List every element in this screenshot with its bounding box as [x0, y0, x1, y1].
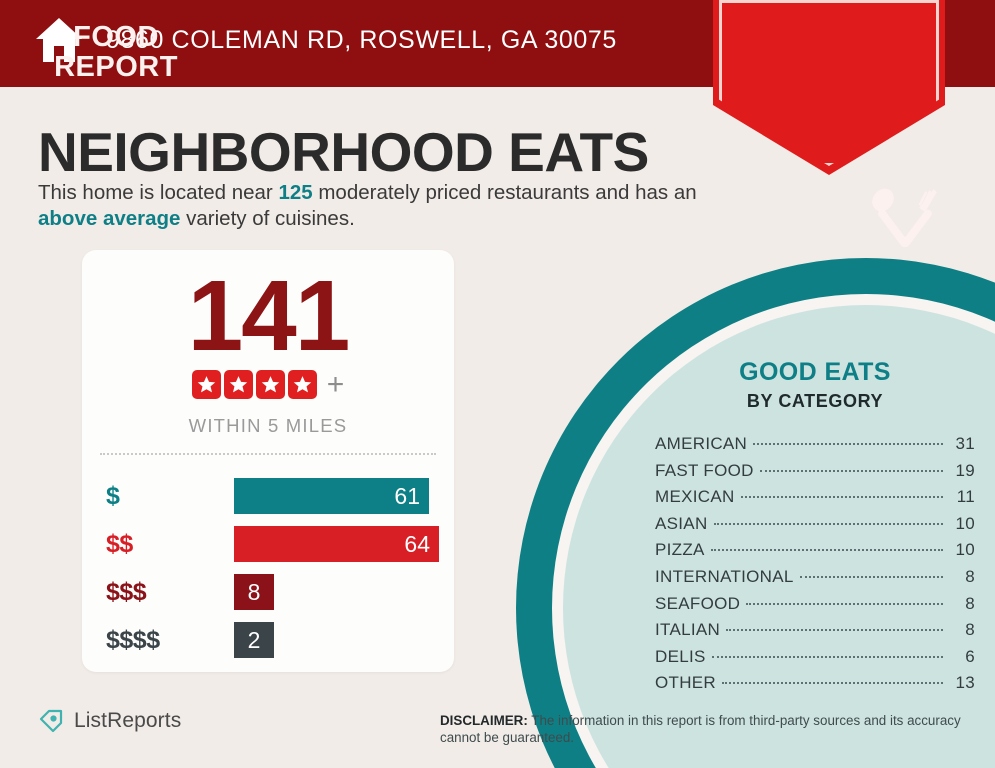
badge-title-line1: FOOD	[73, 21, 159, 53]
home-icon	[34, 16, 84, 64]
listreports-logo[interactable]: ListReports	[38, 708, 181, 734]
radius-label: WITHIN 5 MILES	[188, 415, 348, 436]
subtitle-highlight-count: 125	[278, 181, 313, 204]
subtitle-text-2: moderately priced restaurants and has an	[312, 181, 697, 204]
category-name: PIZZA	[655, 540, 705, 560]
badge-title: FOOD REPORT	[0, 22, 232, 82]
category-name: ASIAN	[655, 513, 708, 533]
category-dot-leader	[710, 549, 943, 552]
category-value: 31	[955, 434, 975, 453]
category-dot-leader	[759, 469, 943, 472]
price-tier-row: $$$$ 2	[82, 616, 454, 664]
star-plus-label: +	[326, 367, 345, 401]
price-tier-bar-wrap: 2	[234, 622, 454, 658]
card-divider	[100, 453, 436, 455]
category-name: SEAFOOD	[655, 593, 741, 613]
category-name: MEXICAN	[655, 487, 735, 507]
category-dot-leader	[753, 443, 943, 445]
category-name: OTHER	[655, 673, 716, 693]
good-eats-subtitle: BY CATEGORY	[746, 391, 884, 411]
category-row: ASIAN 10	[655, 514, 975, 541]
category-row: SEAFOOD 8	[655, 594, 975, 621]
category-name: ITALIAN	[655, 620, 721, 640]
badge-title-line2: REPORT	[54, 51, 178, 83]
price-tier-label: $$$	[106, 577, 147, 606]
category-value: 6	[965, 646, 975, 666]
category-row: FAST FOOD 19	[655, 461, 975, 488]
category-row: INTERNATIONAL 8	[655, 567, 975, 594]
category-row: OTHER 13	[655, 673, 975, 700]
category-dot-leader	[713, 522, 943, 525]
price-tier-bar: 8	[234, 574, 274, 610]
price-tier-row: $$ 64	[82, 520, 454, 568]
disclaimer: DISCLAIMER: The information in this repo…	[440, 712, 992, 746]
category-dot-leader	[722, 682, 943, 685]
category-value: 10	[955, 540, 975, 560]
category-row: MEXICAN 11	[655, 487, 975, 514]
star-icon	[191, 370, 221, 399]
price-tier-row: $61	[82, 472, 454, 520]
category-value: 8	[965, 593, 975, 613]
listreports-tag-icon	[38, 708, 64, 734]
price-tier-bar-wrap: 64	[234, 526, 454, 562]
category-name: DELIS	[655, 646, 706, 666]
listreports-logo-text: ListReports	[74, 709, 182, 732]
subtitle-text-1: This home is located near	[38, 181, 279, 204]
category-dot-leader	[746, 602, 943, 605]
good-eats-list: AMERICAN 31 FAST FOOD 19 MEXICAN 11 ASIAN 10 PIZ…	[655, 434, 975, 700]
star-icon	[287, 370, 317, 399]
category-row: AMERICAN 31	[655, 434, 975, 461]
category-value: 13	[955, 673, 975, 693]
category-dot-leader	[711, 655, 943, 658]
disclaimer-label: DISCLAIMER:	[440, 713, 528, 728]
price-tier-label: $	[106, 481, 120, 510]
price-tier-bar: 61	[234, 478, 429, 514]
price-tier-label: $$$$	[106, 625, 160, 654]
category-name: FAST FOOD	[655, 460, 754, 480]
category-dot-leader	[726, 629, 943, 632]
restaurant-count: 141	[187, 260, 351, 372]
good-eats-panel: GOOD EATS BY CATEGORY AMERICAN 31 FAST FOO…	[655, 358, 975, 700]
category-value: 8	[965, 566, 975, 586]
page-title: NEIGHBORHOOD EATS	[38, 121, 649, 183]
price-tier-row: $$$ 8	[82, 568, 454, 616]
badge-inner-border	[719, 0, 939, 166]
disclaimer-text: The information in this report is from t…	[440, 713, 961, 745]
subtitle-text-3: variety of cuisines.	[180, 207, 355, 230]
category-row: PIZZA 10	[655, 540, 975, 567]
category-dot-leader	[799, 575, 943, 578]
category-value: 19	[955, 460, 975, 480]
category-value: 8	[965, 620, 975, 640]
category-dot-leader	[740, 496, 943, 499]
price-tier-chart: $61 $$ 64 $$$ 8 $$$$ 2	[82, 472, 454, 664]
good-eats-title: GOOD EATS	[739, 358, 891, 386]
property-address: 9860 COLEMAN RD, ROSWELL, GA 30075	[106, 25, 617, 54]
category-name: INTERNATIONAL	[655, 566, 794, 586]
header-content: 9860 COLEMAN RD, ROSWELL, GA 30075	[34, 16, 617, 64]
price-tier-bar-wrap: 8	[234, 574, 454, 610]
category-name: AMERICAN	[655, 434, 748, 453]
star-icon	[255, 370, 285, 399]
price-tier-bar: 2	[234, 622, 274, 658]
price-tier-label: $$	[106, 529, 133, 558]
price-tier-bar: 64	[234, 526, 439, 562]
star-rating: +	[82, 367, 454, 401]
food-report-badge	[713, 0, 945, 175]
stats-card: 141 + WITHIN 5 MILES $61 $$ 64 $$$ 8 $$$$ 2	[82, 250, 454, 672]
price-tier-bar-wrap: 61	[234, 478, 454, 514]
category-row: ITALIAN 8	[655, 620, 975, 647]
category-row: DELIS 6	[655, 647, 975, 674]
star-icon	[223, 370, 253, 399]
subtitle-highlight-variety: above average	[38, 207, 181, 230]
category-value: 11	[956, 487, 975, 507]
category-value: 10	[955, 513, 975, 533]
page-subtitle: This home is located near 125 moderately…	[38, 180, 698, 232]
